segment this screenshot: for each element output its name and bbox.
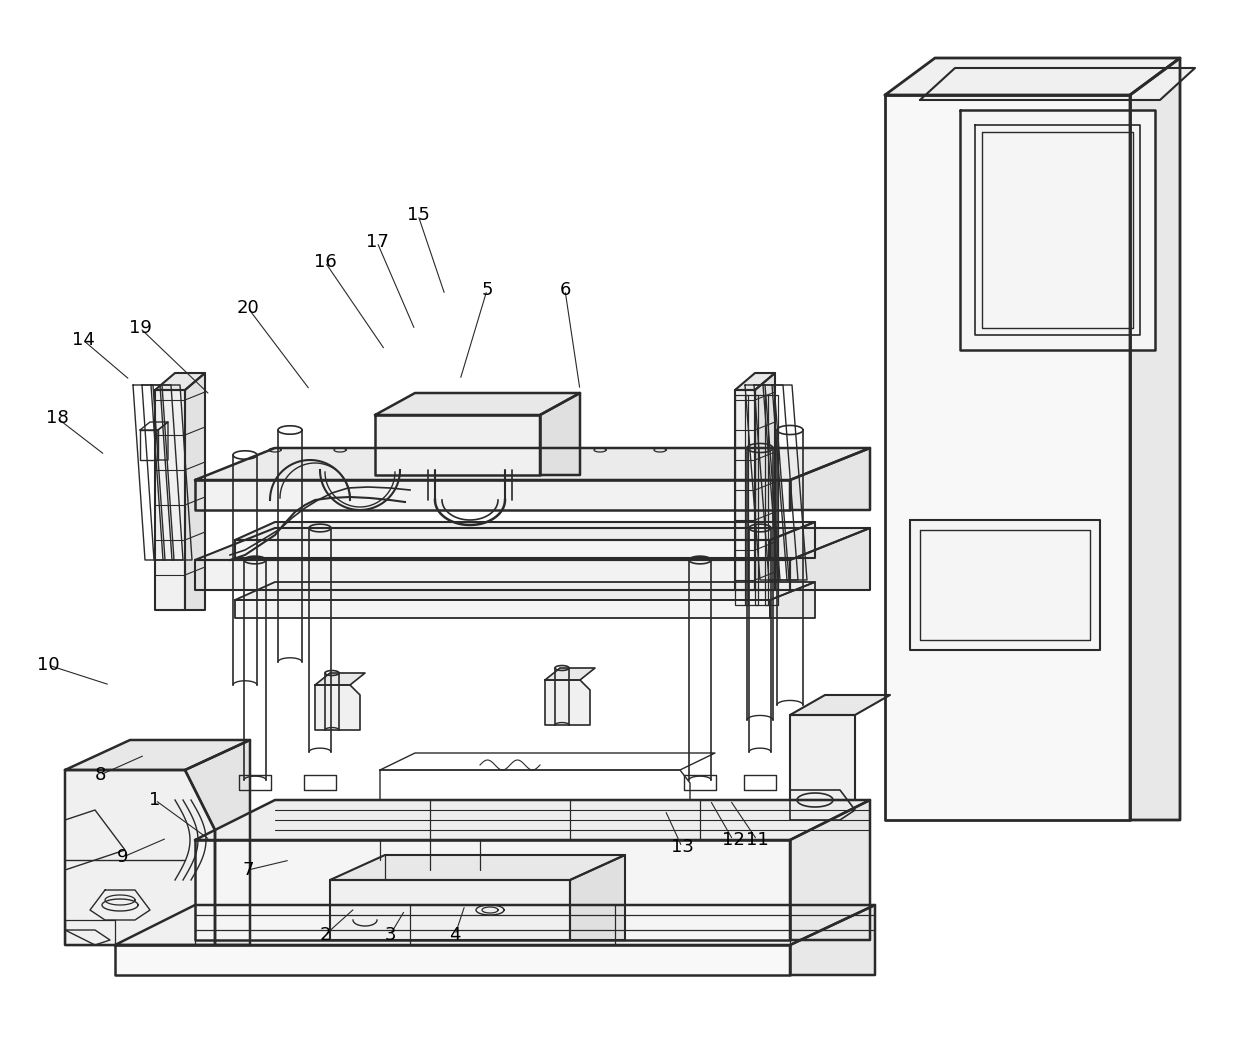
Polygon shape [236,522,815,540]
Polygon shape [195,560,790,590]
Polygon shape [195,448,870,480]
Text: 18: 18 [46,409,68,427]
Text: 14: 14 [72,331,94,349]
Text: 8: 8 [94,766,105,784]
Text: 10: 10 [37,656,60,674]
Polygon shape [790,448,870,510]
Polygon shape [1130,58,1180,820]
Text: 15: 15 [407,206,429,224]
Polygon shape [195,528,870,560]
Polygon shape [315,673,365,685]
Text: 19: 19 [129,319,151,337]
Polygon shape [155,373,205,390]
Polygon shape [185,373,205,610]
Text: 6: 6 [559,281,570,299]
Text: 7: 7 [242,861,254,879]
Text: 4: 4 [449,926,461,944]
Text: 20: 20 [237,299,259,317]
Polygon shape [195,800,870,839]
Polygon shape [236,540,770,558]
Text: 13: 13 [671,838,693,856]
Polygon shape [315,685,360,730]
Polygon shape [539,393,580,476]
Polygon shape [790,528,870,590]
Polygon shape [960,110,1154,350]
Polygon shape [330,855,625,881]
Polygon shape [195,839,790,940]
Polygon shape [910,520,1100,650]
Polygon shape [546,668,595,680]
Polygon shape [64,740,250,770]
Polygon shape [885,95,1130,820]
Polygon shape [236,582,815,600]
Polygon shape [330,881,570,940]
Polygon shape [735,390,755,590]
Polygon shape [236,600,770,618]
Polygon shape [64,770,215,945]
Polygon shape [920,68,1195,100]
Text: 9: 9 [118,848,129,866]
Polygon shape [570,855,625,940]
Polygon shape [755,373,775,590]
Polygon shape [885,58,1180,95]
Polygon shape [790,695,890,715]
Polygon shape [790,715,856,800]
Polygon shape [374,393,580,414]
Text: 16: 16 [314,252,336,271]
Polygon shape [115,945,790,975]
Polygon shape [155,390,185,610]
Text: 12: 12 [722,831,744,849]
Text: 1: 1 [149,791,161,809]
Polygon shape [790,905,875,975]
Polygon shape [770,522,815,558]
Text: 5: 5 [481,281,492,299]
Text: 3: 3 [384,926,396,944]
Polygon shape [195,480,790,510]
Polygon shape [790,800,870,940]
Text: 2: 2 [319,926,331,944]
Text: 11: 11 [745,831,769,849]
Polygon shape [115,905,875,945]
Polygon shape [735,373,775,390]
Text: 17: 17 [366,232,388,251]
Polygon shape [185,740,250,945]
Polygon shape [546,680,590,725]
Polygon shape [770,582,815,618]
Polygon shape [374,414,539,476]
